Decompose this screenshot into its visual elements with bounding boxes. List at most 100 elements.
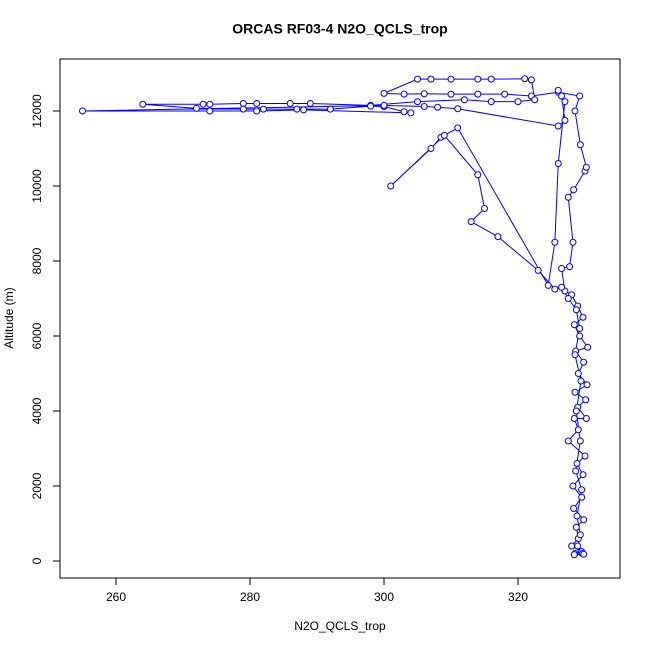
y-tick-label: 2000: [30, 472, 44, 499]
data-point: [380, 101, 388, 109]
data-point: [481, 205, 489, 213]
data-point: [239, 105, 247, 113]
y-tick-label: 8000: [30, 247, 44, 274]
data-point: [554, 86, 562, 94]
data-point: [326, 105, 334, 113]
data-point: [400, 108, 408, 116]
data-point: [580, 358, 588, 366]
y-tick-label: 12000: [30, 94, 44, 128]
data-point: [447, 90, 455, 98]
y-tick-label: 10000: [30, 169, 44, 203]
data-point: [572, 467, 580, 475]
data-point: [454, 105, 462, 113]
data-point: [380, 89, 388, 97]
data-point: [427, 145, 435, 153]
x-tick-label: 320: [508, 590, 528, 604]
data-point: [192, 104, 200, 112]
data-point: [558, 265, 566, 273]
data-point: [576, 141, 584, 149]
data-point: [467, 218, 475, 226]
data-point: [571, 388, 579, 396]
data-point: [420, 103, 428, 111]
data-point: [434, 103, 442, 111]
data-point: [440, 131, 448, 139]
data-point: [414, 98, 422, 106]
data-point: [570, 551, 578, 559]
data-point: [534, 266, 542, 274]
data-point: [551, 285, 559, 293]
data-point: [139, 100, 147, 108]
data-point: [571, 107, 579, 115]
data-point: [460, 96, 468, 104]
data-point: [578, 493, 586, 501]
data-point: [573, 512, 581, 520]
data-point: [501, 90, 509, 98]
data-point: [514, 98, 522, 106]
data-point: [474, 171, 482, 179]
data-point: [572, 306, 580, 314]
data-point: [580, 550, 588, 558]
data-point: [558, 283, 566, 291]
data-point: [474, 90, 482, 98]
data-point: [447, 75, 455, 83]
data-point: [527, 76, 535, 84]
data-point: [306, 100, 314, 108]
data-point: [414, 75, 422, 83]
data-point: [579, 313, 587, 321]
data-point: [579, 471, 587, 479]
y-tick-label: 0: [30, 557, 44, 564]
y-tick-label: 4000: [30, 397, 44, 424]
data-point: [259, 105, 267, 113]
data-line: [82, 78, 589, 556]
data-point: [286, 100, 294, 108]
data-point: [199, 100, 207, 108]
data-point: [487, 98, 495, 106]
plot-frame: [59, 58, 621, 579]
data-point: [564, 193, 572, 201]
data-point: [566, 263, 574, 271]
data-point: [584, 343, 592, 351]
data-point: [561, 98, 569, 106]
data-point: [239, 100, 247, 108]
data-point: [494, 233, 502, 241]
data-point: [573, 460, 581, 468]
data-point: [454, 124, 462, 132]
data-point: [576, 325, 584, 333]
chart-title: ORCAS RF03-4 N2O_QCLS_trop: [232, 21, 447, 37]
data-point: [561, 116, 569, 124]
data-point: [574, 542, 582, 550]
x-tick-label: 300: [374, 590, 394, 604]
data-point: [570, 505, 578, 513]
data-point: [576, 92, 584, 100]
data-point: [576, 531, 584, 539]
y-axis-label: Altitude (m): [2, 287, 16, 348]
data-point: [582, 415, 590, 423]
data-point: [554, 122, 562, 130]
data-point: [570, 415, 578, 423]
data-point: [558, 92, 566, 100]
data-point: [206, 100, 214, 108]
data-point: [581, 452, 589, 460]
data-point: [554, 160, 562, 168]
data-point: [572, 407, 580, 415]
data-point: [583, 381, 591, 389]
data-point: [582, 163, 590, 171]
y-tick-label: 6000: [30, 322, 44, 349]
data-point: [487, 75, 495, 83]
data-point: [367, 102, 375, 110]
data-point: [531, 96, 539, 104]
data-point: [564, 437, 572, 445]
data-point: [571, 351, 579, 359]
data-point: [582, 396, 590, 404]
data-point: [569, 482, 577, 490]
data-point: [400, 90, 408, 98]
data-point: [576, 437, 584, 445]
data-point: [420, 90, 428, 98]
data-point: [293, 105, 301, 113]
data-point: [570, 186, 578, 194]
data-point: [79, 107, 87, 115]
data-point: [206, 107, 214, 115]
data-point: [300, 106, 308, 114]
data-point: [577, 377, 585, 385]
